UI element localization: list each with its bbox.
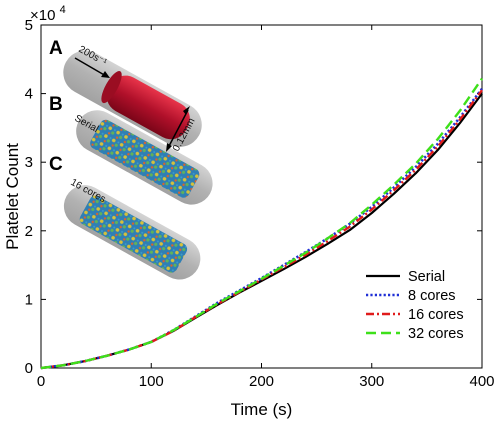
series-line-1: [40, 88, 484, 370]
legend-label: 32 cores: [408, 326, 464, 342]
series-layer: [40, 77, 484, 370]
y-tick-label: 5: [25, 17, 33, 34]
panel-letter-b: B: [49, 94, 63, 115]
y-tick-label: 4: [25, 86, 33, 103]
x-axis-ticks: 0 100 200 300 400: [37, 25, 495, 390]
y-tick-label: 1: [25, 291, 33, 308]
legend-label: Serial: [408, 269, 445, 285]
flow-arrow: [74, 57, 107, 77]
x-tick-label: 0: [37, 373, 45, 390]
panel-letter-c: C: [49, 154, 63, 175]
series-line-3: [40, 77, 483, 370]
x-tick-label: 100: [139, 373, 164, 390]
x-axis-title: Time (s): [231, 400, 293, 419]
flow-arrowhead: [101, 71, 110, 78]
y-axis-multiplier: ×10 4: [30, 4, 66, 24]
y-tick-label: 3: [25, 154, 33, 171]
thrombus-a: [106, 75, 190, 140]
y-tick-label: 2: [25, 223, 33, 240]
clot-c: [79, 195, 188, 273]
axes: 0 100 200 300 400 0 1 2 3 4 5: [25, 17, 495, 390]
inset-cylinder-c: [63, 185, 201, 280]
legend: Serial 8 cores 16 cores 32 cores: [358, 262, 476, 348]
legend-label: 16 cores: [408, 307, 464, 323]
x-tick-label: 200: [249, 373, 274, 390]
x-tick-label: 300: [359, 373, 384, 390]
y-multiplier-base: ×10: [30, 7, 55, 24]
inset-illustration: 200s⁻¹ 0.12mm Serial 16 cores A B C: [49, 38, 213, 280]
y-axis-ticks: 0 1 2 3 4 5: [25, 17, 482, 377]
y-axis-title: Platelet Count: [3, 143, 22, 250]
y-multiplier-exponent: 4: [60, 4, 66, 16]
legend-label: 8 cores: [408, 288, 456, 304]
diameter-arrowhead-bottom: [166, 143, 172, 152]
diameter-arrowhead-top: [183, 106, 190, 115]
x-tick-label: 400: [469, 373, 494, 390]
diameter-arrow: [167, 109, 189, 149]
inset-cylinder-b: [76, 110, 213, 205]
y-tick-label: 0: [25, 360, 33, 377]
panel-letter-a: A: [49, 38, 63, 59]
inset-cylinder-a: [63, 50, 202, 147]
clot-b: [90, 119, 200, 198]
thrombus-a-face: [101, 71, 122, 104]
